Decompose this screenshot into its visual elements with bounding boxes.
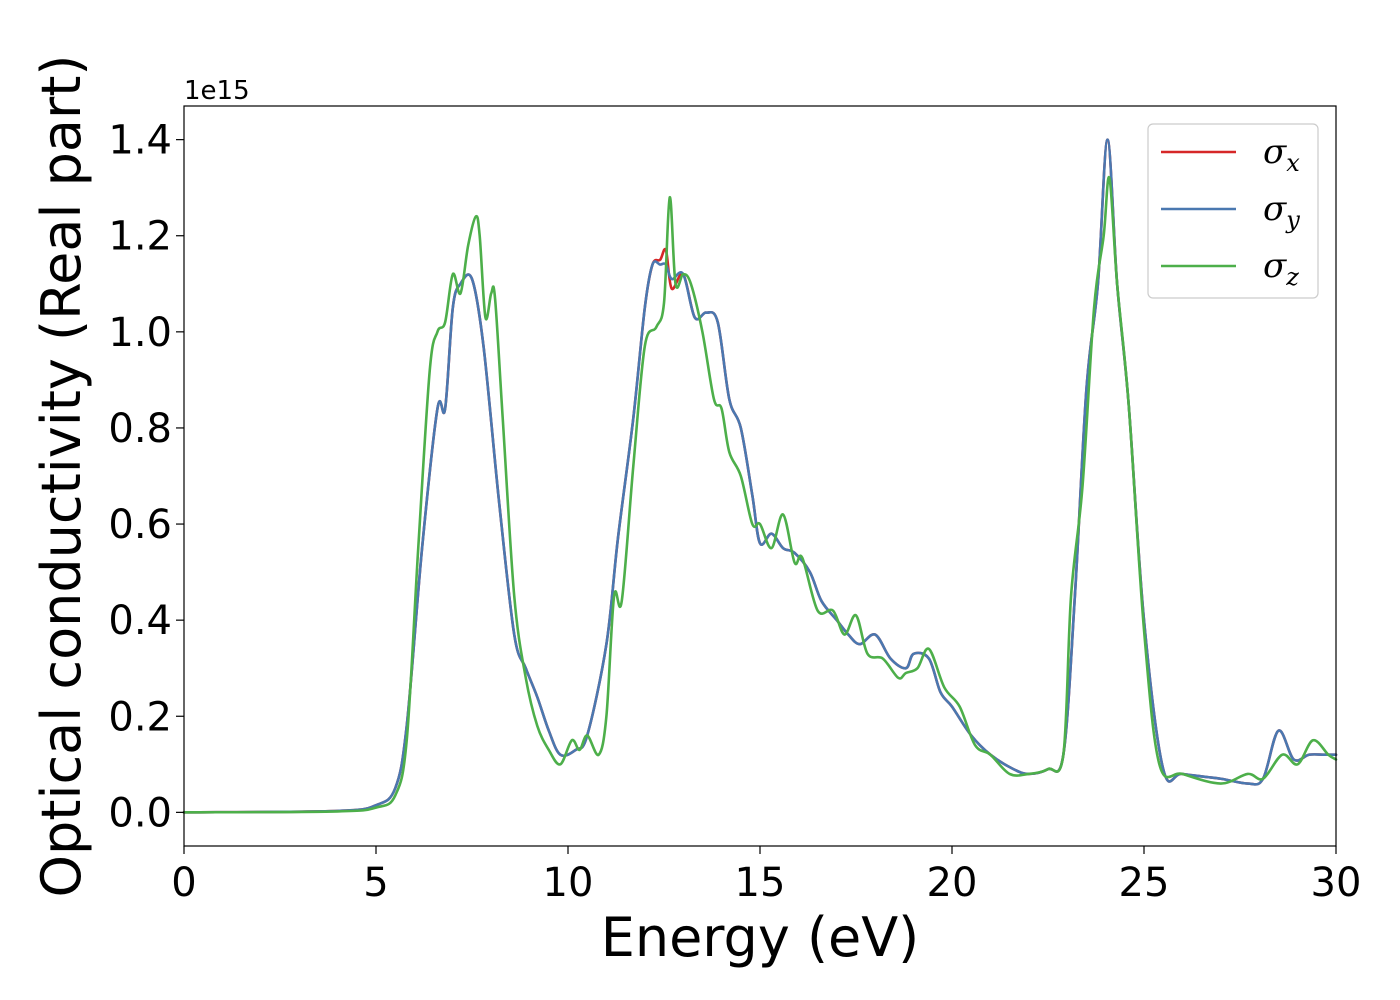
x-tick-label: 20 [927, 860, 978, 906]
x-tick-label: 30 [1311, 860, 1362, 906]
series-layer [182, 138, 1338, 814]
y-tick-label: 0.8 [108, 406, 172, 452]
x-axis-label: Energy (eV) [601, 906, 920, 969]
x-tick-label: 0 [171, 860, 196, 906]
y-tick-label: 0.0 [108, 790, 172, 836]
y-tick-label: 1.0 [108, 310, 172, 356]
x-tick-label: 5 [363, 860, 388, 906]
legend-label-sigma-y: σy [1263, 189, 1300, 234]
x-tick-label: 10 [543, 860, 594, 906]
legend-frame [1147, 123, 1319, 299]
y-tick-label: 1.4 [108, 118, 172, 164]
legend-entries: σx σy σz [1161, 132, 1300, 291]
series-line-sigma-z [182, 175, 1338, 814]
legend: σx σy σz [1147, 123, 1319, 299]
x-tick-label: 25 [1119, 860, 1170, 906]
y-tick-label: 1.2 [108, 214, 172, 260]
y-offset-label: 1e15 [184, 76, 250, 106]
x-axis-ticks: 0 5 10 15 20 25 30 [171, 846, 1361, 906]
y-axis-ticks: 0.0 0.2 0.4 0.6 0.8 1.0 1.2 1.4 [108, 118, 184, 836]
x-tick-label: 15 [735, 860, 786, 906]
y-tick-label: 0.6 [108, 502, 172, 548]
y-tick-label: 0.2 [108, 694, 172, 740]
y-axis-label: Optical conductivity (Real part) [30, 55, 93, 898]
legend-label-sigma-z: σz [1263, 246, 1299, 291]
legend-label-sigma-x: σx [1263, 132, 1300, 177]
y-tick-label: 0.4 [108, 598, 172, 644]
